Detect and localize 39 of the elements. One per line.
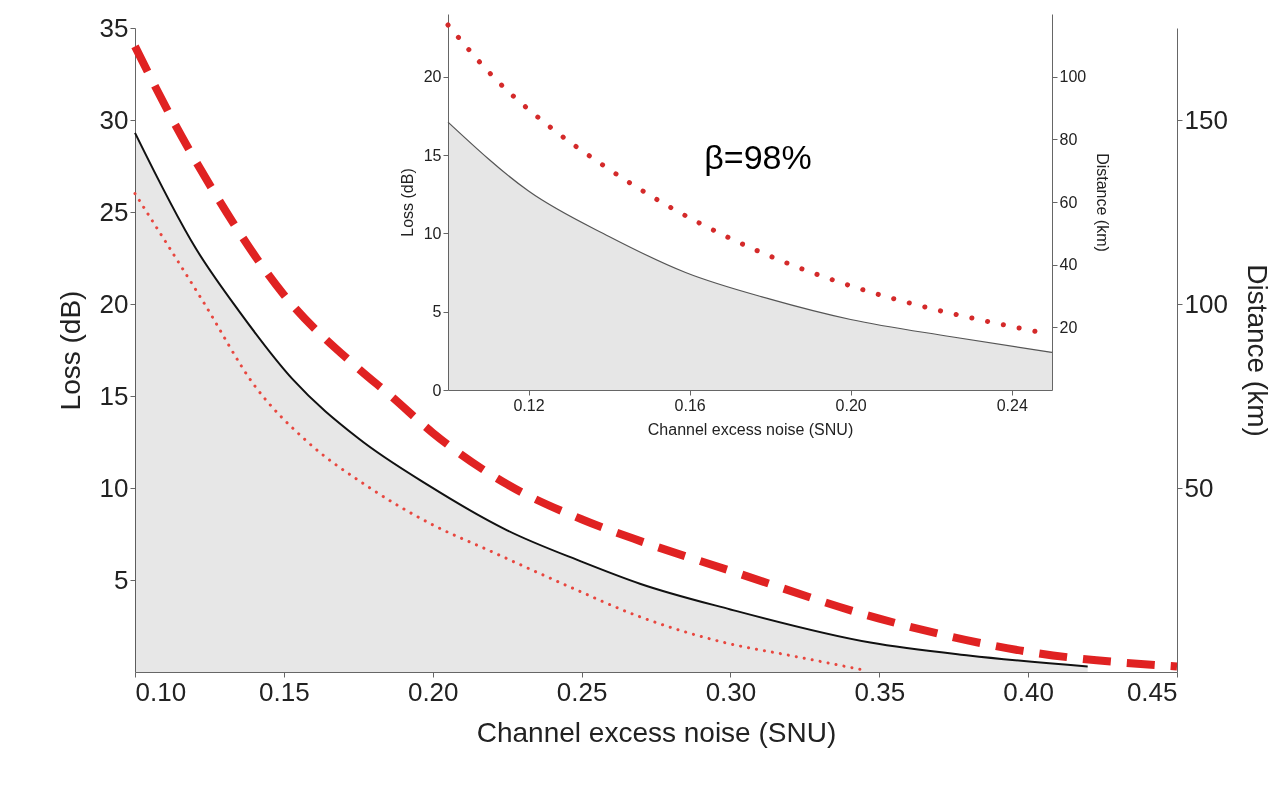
x-tick-label: 0.16 [674, 396, 706, 414]
y-tick-label: 20 [99, 288, 129, 319]
annotation: β=98% [704, 138, 812, 176]
x-tick-label: 0.24 [996, 396, 1028, 414]
y-tick-label: 15 [423, 146, 442, 164]
y-tick-label: 0 [432, 381, 442, 399]
y-tick-label: 30 [99, 104, 129, 135]
y2-tick-label: 150 [1184, 104, 1228, 135]
y-tick-label: 5 [114, 564, 129, 595]
y-axis-title: Loss (dB) [54, 290, 86, 411]
y2-axis-title: Distance (km) [1094, 153, 1112, 252]
y2-tick-label: 40 [1059, 256, 1078, 274]
x-tick-label: 0.30 [705, 676, 757, 707]
y2-tick-label: 100 [1059, 68, 1087, 86]
y-tick-label: 10 [423, 224, 442, 242]
y2-tick-label: 20 [1059, 318, 1078, 336]
y2-tick-label: 60 [1059, 193, 1078, 211]
y2-tick-label: 50 [1184, 472, 1214, 503]
x-axis-title: Channel excess noise (SNU) [476, 716, 837, 748]
y2-axis-title: Distance (km) [1241, 264, 1273, 437]
y-tick-label: 35 [99, 12, 129, 43]
x-tick-label: 0.20 [407, 676, 459, 707]
x-tick-label: 0.40 [1003, 676, 1054, 707]
y-tick-label: 25 [99, 196, 129, 227]
y2-tick-label: 100 [1184, 288, 1228, 319]
x-tick-label: 0.35 [854, 676, 906, 707]
x-tick-label: 0.12 [513, 396, 545, 414]
y-tick-label: 5 [432, 303, 442, 321]
x-tick-label: 0.10 [135, 676, 187, 707]
x-tick-label: 0.15 [259, 676, 310, 707]
y2-tick-label: 80 [1059, 130, 1078, 148]
y-tick-label: 15 [99, 380, 129, 411]
x-axis-title: Channel excess noise (SNU) [647, 420, 854, 438]
y-axis-title: Loss (dB) [398, 168, 416, 237]
y-tick-label: 10 [99, 472, 129, 503]
x-tick-label: 0.20 [835, 396, 867, 414]
x-tick-label: 0.45 [1126, 676, 1178, 707]
y-tick-label: 20 [423, 68, 442, 86]
x-tick-label: 0.25 [556, 676, 608, 707]
